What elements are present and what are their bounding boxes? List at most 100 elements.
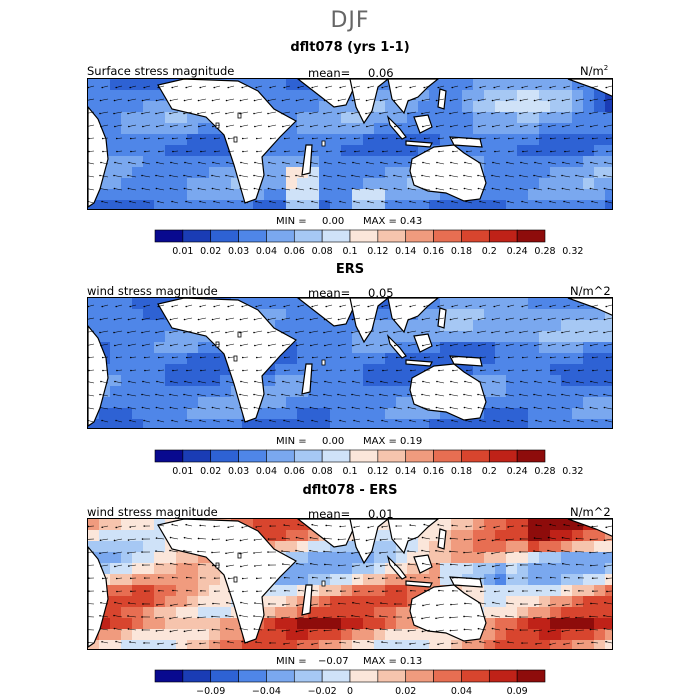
wind-arrow [605, 641, 612, 644]
wind-arrow-head [578, 590, 580, 592]
colorbar-swatch [488, 669, 518, 683]
wind-arrow [352, 188, 361, 191]
stress-cell [253, 640, 265, 649]
panel-3-colorbar: −0.09 −0.04 −0.02 0 0.02 0.04 0.09 [154, 669, 546, 698]
wind-arrow [351, 394, 361, 397]
wind-arrow-head [591, 356, 594, 359]
stress-cell [374, 596, 386, 608]
stress-cell [484, 640, 496, 649]
wind-arrow [200, 150, 207, 152]
stress-cell [121, 519, 133, 531]
wind-arrow [606, 525, 612, 528]
stress-cell [385, 541, 397, 553]
stress-cell [539, 145, 551, 157]
stress-cell [319, 419, 331, 428]
stress-cell [539, 397, 551, 409]
stress-cell [187, 364, 199, 376]
stress-cell [99, 408, 111, 420]
wind-arrow [296, 343, 305, 346]
wind-arrow-head [142, 161, 144, 164]
wind-arrow-head [339, 86, 342, 89]
wind-arrow-head [185, 576, 188, 579]
wind-arrow-head [507, 305, 510, 308]
colorbar-tick-label: 0.03 [228, 246, 249, 257]
wind-arrow [464, 162, 473, 165]
stress-cell [341, 618, 353, 630]
wind-arrow-head [325, 356, 328, 359]
stress-cell [143, 574, 155, 586]
stress-cell [385, 552, 397, 564]
wind-arrow-head [239, 331, 241, 334]
wind-arrow-head [309, 318, 312, 321]
wind-arrow-head [212, 602, 214, 605]
wind-arrow-head [437, 305, 440, 308]
wind-arrow-head [339, 200, 341, 203]
stress-cell [506, 596, 518, 608]
wind-arrow [606, 356, 612, 358]
wind-arrow-head [352, 380, 354, 383]
wind-arrow-head [365, 539, 368, 542]
stress-cell [605, 629, 612, 641]
wind-arrow-head [255, 419, 257, 422]
wind-arrow [548, 537, 557, 540]
stress-cell [539, 320, 551, 332]
stress-cell [275, 585, 287, 597]
stress-cell [99, 397, 111, 409]
wind-arrow [158, 642, 165, 645]
wind-arrow [284, 304, 291, 307]
wind-arrow [129, 420, 137, 423]
stress-cell [341, 408, 353, 420]
wind-arrow [116, 304, 123, 307]
wind-arrow [492, 407, 501, 410]
wind-arrow [155, 550, 165, 553]
stress-cell [110, 309, 122, 321]
stress-cell [264, 629, 276, 641]
wind-arrow-head [309, 174, 311, 177]
stress-cell [198, 375, 210, 387]
colorbar-tick-label: −0.04 [252, 686, 281, 697]
wind-arrow-head [156, 380, 158, 383]
wind-arrow [606, 304, 612, 307]
stress-cell [143, 519, 155, 531]
wind-arrow-head [226, 125, 228, 128]
stress-cell [121, 408, 133, 420]
wind-arrow-head [423, 643, 425, 646]
wind-arrow [282, 188, 291, 191]
stress-cell [495, 386, 507, 398]
stress-cell [418, 189, 430, 201]
wind-arrow [324, 616, 333, 618]
colorbar-tick-label: 0.03 [228, 466, 249, 477]
wind-arrow-head [183, 318, 186, 321]
wind-arrow-head [590, 344, 592, 347]
stress-cell [495, 156, 507, 168]
stress-cell [110, 156, 122, 168]
wind-arrow-head [199, 419, 201, 422]
stress-cell [308, 408, 320, 420]
stress-cell [154, 156, 166, 168]
stress-cell [330, 618, 342, 630]
panel-3-max-label: MAX = [363, 656, 397, 667]
wind-arrow [169, 550, 179, 553]
wind-arrow-head [395, 577, 398, 579]
stress-cell [517, 178, 529, 190]
stress-cell [429, 552, 441, 564]
wind-arrow-head [282, 380, 284, 383]
wind-arrow-head [323, 318, 326, 321]
wind-arrow-head [395, 525, 398, 527]
wind-arrow-head [324, 161, 326, 164]
wind-arrow-head [254, 380, 256, 383]
wind-arrow [548, 629, 557, 632]
stress-cell [154, 90, 166, 102]
wind-arrow-head [226, 565, 228, 568]
stress-cell [363, 112, 375, 124]
wind-arrow [295, 394, 305, 397]
stress-cell [539, 574, 551, 586]
wind-arrow-head [156, 161, 158, 164]
wind-arrow-head [88, 577, 90, 579]
stress-cell [132, 178, 144, 190]
wind-arrow-head [214, 590, 216, 592]
wind-arrow [424, 356, 431, 358]
wind-arrow-head [225, 174, 227, 177]
wind-arrow-head [578, 369, 580, 372]
wind-arrow-head [129, 305, 132, 308]
